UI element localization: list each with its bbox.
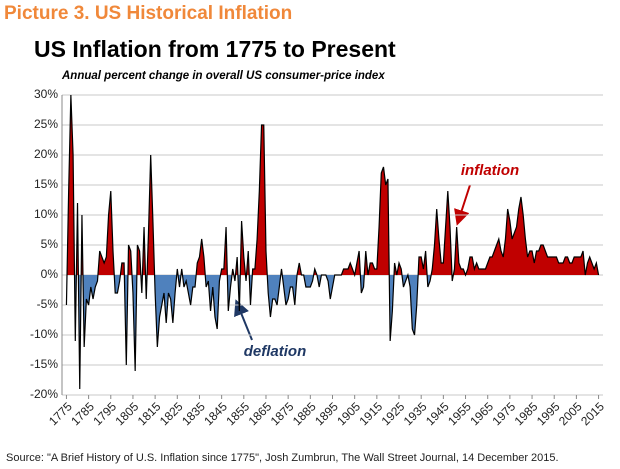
inflation-arrow — [454, 184, 471, 226]
page-heading: Picture 3. US Historical Inflation — [4, 3, 292, 24]
x-tick-label: 1815 — [135, 399, 164, 428]
y-tick-label: 15% — [34, 177, 58, 191]
y-tick-label: -20% — [30, 387, 58, 401]
x-tick-label: 1775 — [46, 399, 75, 428]
annotation: inflation — [461, 162, 519, 179]
x-tick-label: 1795 — [90, 399, 119, 428]
y-tick-label: -5% — [37, 297, 59, 311]
x-tick-label: 1785 — [68, 399, 97, 428]
y-tick-label: 0% — [41, 267, 59, 281]
x-tick-label: 2005 — [556, 399, 585, 428]
x-tick-label: 1935 — [401, 399, 430, 428]
annotation: deflation — [244, 343, 307, 360]
x-tick-label: 1955 — [445, 399, 474, 428]
x-tick-label: 1925 — [379, 399, 408, 428]
y-tick-label: 20% — [34, 147, 58, 161]
x-tick-label: 1895 — [312, 399, 341, 428]
x-tick-label: 1845 — [201, 399, 230, 428]
y-tick-label: 10% — [34, 207, 58, 221]
x-tick-label: 2015 — [578, 399, 607, 428]
x-tick-label: 1825 — [157, 399, 186, 428]
x-tick-label: 1945 — [423, 399, 452, 428]
x-tick-label: 1995 — [534, 399, 563, 428]
chart-title: US Inflation from 1775 to Present — [34, 36, 396, 62]
source-note: Source: "A Brief History of U.S. Inflati… — [6, 452, 559, 464]
x-tick-label: 1875 — [268, 399, 297, 428]
x-tick-label: 1965 — [467, 399, 496, 428]
x-tick-label: 1805 — [113, 399, 142, 428]
y-tick-label: -10% — [30, 327, 58, 341]
x-tick-label: 1915 — [356, 399, 385, 428]
x-tick-label: 1855 — [223, 399, 252, 428]
x-tick-label: 1885 — [290, 399, 319, 428]
x-tick-label: 1985 — [512, 399, 541, 428]
x-tick-label: 1865 — [246, 399, 275, 428]
x-tick-label: 1905 — [334, 399, 363, 428]
inflation-area — [66, 95, 599, 275]
x-tick-label: 1835 — [179, 399, 208, 428]
chart-subtitle: Annual percent change in overall US cons… — [61, 70, 385, 82]
y-tick-label: 25% — [34, 117, 58, 131]
y-tick-label: -15% — [30, 357, 58, 371]
y-tick-label: 30% — [34, 87, 58, 101]
x-tick-label: 1975 — [489, 399, 518, 428]
y-tick-label: 5% — [41, 237, 59, 251]
series-line — [65, 94, 600, 390]
